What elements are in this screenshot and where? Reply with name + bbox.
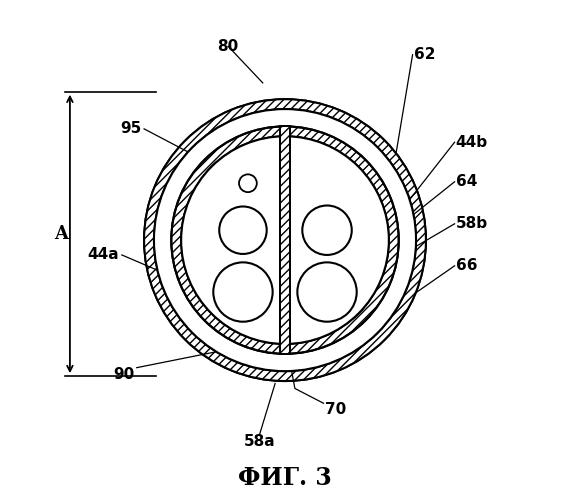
Text: 90: 90 [113, 367, 134, 382]
Text: A: A [55, 225, 68, 243]
Circle shape [154, 109, 416, 371]
Text: 80: 80 [218, 39, 239, 54]
Text: 44a: 44a [88, 248, 119, 262]
Circle shape [302, 206, 352, 255]
Circle shape [219, 206, 267, 254]
Text: 62: 62 [414, 47, 435, 62]
Text: 70: 70 [324, 402, 346, 416]
Circle shape [239, 174, 257, 192]
Circle shape [144, 99, 426, 381]
Circle shape [181, 136, 389, 344]
Circle shape [213, 262, 272, 322]
Text: 95: 95 [120, 122, 141, 136]
Circle shape [298, 262, 357, 322]
Text: 64: 64 [455, 174, 477, 190]
Text: ФИГ. 3: ФИГ. 3 [238, 466, 332, 490]
Text: 44b: 44b [455, 134, 488, 150]
Text: 66: 66 [455, 258, 477, 274]
Text: 58a: 58a [243, 434, 275, 450]
Bar [279, 126, 291, 354]
Text: 58b: 58b [455, 216, 488, 232]
